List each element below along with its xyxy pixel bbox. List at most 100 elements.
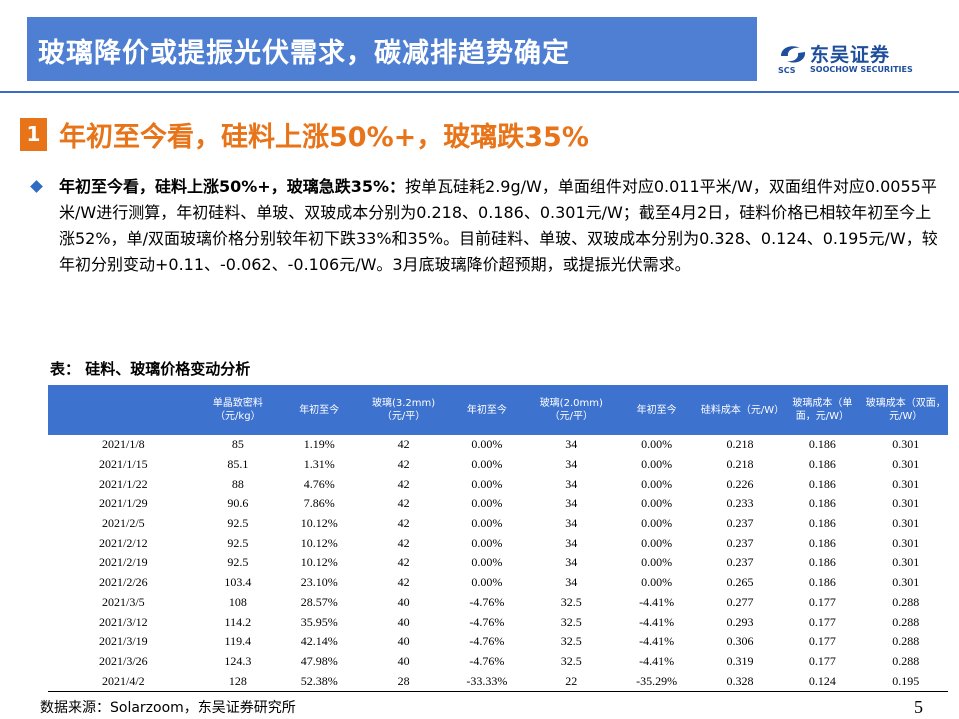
table-cell: 42 [397, 437, 410, 452]
table-cell: 0.237 [726, 535, 754, 550]
table-row: 2021/1/8 85 1.19% 42 0.00% 34 0.00% 0.218 0.186 0… [48, 435, 948, 455]
table-cell: 1.19% [303, 437, 335, 452]
header-date [48, 385, 199, 435]
table-cell: 23.10% [300, 575, 338, 590]
header-silicon-ytd: 年初至今 [277, 385, 362, 435]
table-row: 2021/2/5 92.5 10.12% 42 0.00% 34 0.00% 0.237 0.1… [48, 514, 948, 534]
table-cell: -4.76% [469, 614, 505, 629]
table-cell: 2021/4/2 [48, 671, 199, 692]
table-cell: 34 [565, 535, 578, 550]
table-row: 2021/2/26 103.4 23.10% 42 0.00% 34 0.00% 0.265 0… [48, 573, 948, 593]
table-cell: 0.237 [726, 555, 754, 570]
table-cell: -4.76% [469, 653, 505, 668]
table-cell: -35.29% [614, 671, 699, 692]
section-number-badge: 1 [20, 118, 47, 151]
table-cell: 0.301 [892, 555, 920, 570]
table-cell: 32.5 [560, 594, 582, 609]
table-cell: 10.12% [300, 516, 338, 531]
table-cell: 10.12% [300, 535, 338, 550]
header-glass-3.2mm: 玻璃(3.2mm)（元/平） [361, 385, 446, 435]
table-header-row: 单晶致密料（元/kg） 年初至今 玻璃(3.2mm)（元/平） 年初至今 玻璃(… [48, 385, 948, 435]
table-cell: 34 [565, 575, 578, 590]
table-cell: 0.195 [863, 671, 948, 692]
table-cell: 2021/3/5 [101, 594, 145, 609]
header-glass-2.0mm-ytd: 年初至今 [614, 385, 699, 435]
table-cell: 0.00% [471, 575, 503, 590]
table-cell: 42 [397, 496, 410, 511]
table-cell: 0.00% [641, 457, 673, 472]
table-cell: -4.76% [469, 634, 505, 649]
table-cell: 35.95% [300, 614, 338, 629]
table-cell: 0.186 [808, 496, 836, 511]
table-cell: 0.186 [808, 476, 836, 491]
table-cell: 0.293 [726, 614, 754, 629]
table-cell: 0.00% [471, 535, 503, 550]
price-analysis-table: 单晶致密料（元/kg） 年初至今 玻璃(3.2mm)（元/平） 年初至今 玻璃(… [48, 385, 948, 692]
table-cell: 2021/1/15 [98, 457, 148, 472]
diamond-bullet-icon [30, 180, 43, 193]
table-row: 2021/2/12 92.5 10.12% 42 0.00% 34 0.00% 0.237 0.… [48, 533, 948, 553]
table-cell: 0.328 [698, 671, 782, 692]
table-cell: 40 [397, 594, 410, 609]
table-row: 2021/4/2 128 52.38% 28 -33.33% 22 -35.29% 0.328… [48, 671, 948, 692]
table-cell: 2021/2/12 [98, 535, 148, 550]
table-row: 2021/3/19 119.4 42.14% 40 -4.76% 32.5 -4.41% 0.… [48, 632, 948, 652]
table-row: 2021/3/12 114.2 35.95% 40 -4.76% 32.5 -4.41% 0.… [48, 612, 948, 632]
table-cell: 42 [397, 457, 410, 472]
table-cell: 0.288 [892, 594, 920, 609]
title-bar [27, 17, 757, 81]
table-cell: 2021/3/19 [98, 634, 148, 649]
table-cell: 28 [361, 671, 446, 692]
table-row: 2021/1/22 88 4.76% 42 0.00% 34 0.00% 0.226 0.186… [48, 474, 948, 494]
table-cell: 34 [565, 496, 578, 511]
table-cell: 32.5 [560, 653, 582, 668]
header-glass-cost-single: 玻璃成本（单面，元/W） [781, 385, 864, 435]
table-cell: 2021/2/19 [98, 555, 148, 570]
header-divider [0, 91, 959, 93]
table-cell: 0.301 [892, 496, 920, 511]
table-cell: 0.186 [808, 555, 836, 570]
table-cell: -4.41% [639, 653, 675, 668]
table-cell: 42 [397, 535, 410, 550]
table-cell: -4.76% [469, 594, 505, 609]
table-cell: -4.41% [639, 634, 675, 649]
table-row: 2021/3/26 124.3 47.98% 40 -4.76% 32.5 -4.41% 0.… [48, 652, 948, 672]
table-cell: 103.4 [224, 575, 252, 590]
page-title: 玻璃降价或提振光伏需求，碳减排趋势确定 [38, 38, 570, 69]
table-cell: 0.186 [808, 457, 836, 472]
table-cell: 0.00% [641, 535, 673, 550]
table-cell: 0.00% [471, 516, 503, 531]
table-cell: 85.1 [227, 457, 249, 472]
table-cell: 114.2 [224, 614, 252, 629]
table-cell: 0.124 [781, 671, 864, 692]
table-cell: 0.177 [808, 594, 836, 609]
table-cell: 4.76% [303, 476, 335, 491]
table-cell: 90.6 [227, 496, 249, 511]
table-cell: 42 [397, 555, 410, 570]
table-cell: 0.177 [808, 653, 836, 668]
logo-english-name: SOOCHOW SECURITIES [810, 65, 913, 74]
table-cell: 0.288 [892, 634, 920, 649]
table-cell: 85 [231, 437, 244, 452]
table-cell: 0.301 [892, 516, 920, 531]
logo-abbr: SCS [778, 66, 796, 75]
table-cell: 40 [397, 614, 410, 629]
logo-chinese-name: 东吴证券 [810, 44, 891, 66]
table-cell: 0.277 [726, 594, 754, 609]
table-cell: 0.00% [471, 437, 503, 452]
header-glass-2.0mm: 玻璃(2.0mm)（元/平） [528, 385, 615, 435]
table-cell: 34 [565, 476, 578, 491]
table-row: 2021/1/15 85.1 1.31% 42 0.00% 34 0.00% 0.218 0.1… [48, 455, 948, 475]
table-cell: 92.5 [227, 535, 249, 550]
table-cell: 2021/2/5 [101, 516, 145, 531]
table-cell: 0.288 [892, 614, 920, 629]
table-cell: 34 [565, 555, 578, 570]
table-cell: 2021/1/29 [98, 496, 148, 511]
table-cell: 32.5 [560, 634, 582, 649]
table-cell: 0.186 [808, 437, 836, 452]
table-cell: 0.00% [641, 575, 673, 590]
table-row: 2021/1/29 90.6 7.86% 42 0.00% 34 0.00% 0.233 0.1… [48, 494, 948, 514]
table-cell: 0.00% [471, 457, 503, 472]
table-cell: 0.306 [726, 634, 754, 649]
table-cell: 124.3 [224, 653, 252, 668]
